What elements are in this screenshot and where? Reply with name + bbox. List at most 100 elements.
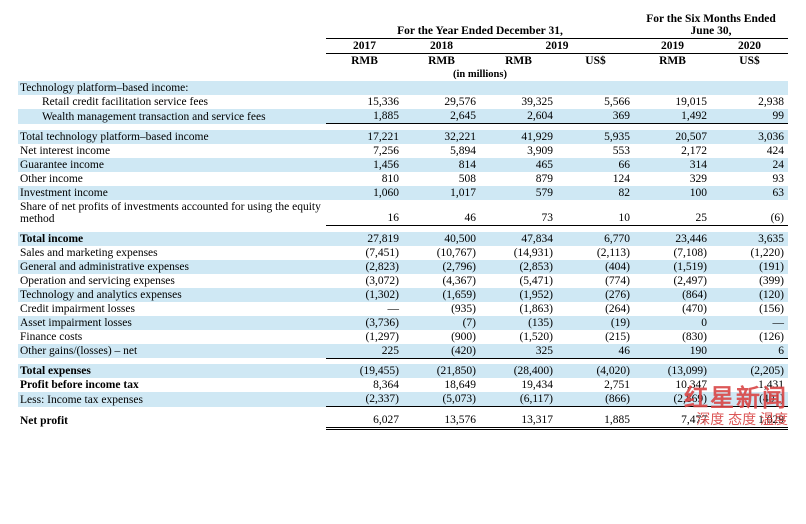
table-row: Finance costs(1,297)(900)(1,520)(215)(83…	[18, 330, 788, 344]
cell-value: (7,108)	[634, 246, 711, 260]
row-label: Finance costs	[18, 330, 326, 344]
cell-value: (264)	[557, 302, 634, 316]
cell-value: 25	[634, 200, 711, 226]
cell-value: 6,027	[326, 413, 403, 429]
table-row: Net profit6,02713,57613,3171,8857,4771,0…	[18, 413, 788, 429]
financial-table: For the Year Ended December 31, For the …	[18, 12, 788, 430]
cell-value: (2,853)	[480, 260, 557, 274]
cell-value: 7,477	[634, 413, 711, 429]
cell-value: (864)	[634, 288, 711, 302]
cell-value: (401)	[711, 392, 788, 407]
table-row: Profit before income tax8,36418,64919,43…	[18, 378, 788, 392]
cell-value: 17,221	[326, 130, 403, 144]
cell-value: 1,017	[403, 186, 480, 200]
cell-value: 27,819	[326, 232, 403, 246]
cell-value: 41,929	[480, 130, 557, 144]
row-label: Technology and analytics expenses	[18, 288, 326, 302]
cell-value: 5,894	[403, 144, 480, 158]
cell-value: —	[711, 316, 788, 330]
table-row: Technology and analytics expenses(1,302)…	[18, 288, 788, 302]
cell-value: (10,767)	[403, 246, 480, 260]
unit-rmb: RMB	[326, 54, 403, 69]
cell-value: (2,869)	[634, 392, 711, 407]
cell-value: (126)	[711, 330, 788, 344]
cell-value: (7)	[403, 316, 480, 330]
row-label: Total income	[18, 232, 326, 246]
cell-value: 2,938	[711, 95, 788, 109]
header-sixmonth-span: For the Six Months Ended June 30,	[634, 12, 788, 39]
cell-value: (1,863)	[480, 302, 557, 316]
cell-value: 10	[557, 200, 634, 226]
row-label: Share of net profits of investments acco…	[18, 200, 326, 226]
cell-value: 46	[403, 200, 480, 226]
cell-value: 2,751	[557, 378, 634, 392]
cell-value: (7,451)	[326, 246, 403, 260]
table-row: Guarantee income1,4568144656631424	[18, 158, 788, 172]
row-label: Sales and marketing expenses	[18, 246, 326, 260]
cell-value: (420)	[403, 344, 480, 359]
table-header: For the Year Ended December 31, For the …	[18, 12, 788, 81]
table-row: Other income81050887912432993	[18, 172, 788, 186]
row-label: Total technology platform–based income	[18, 130, 326, 144]
cell-value: 2,604	[480, 109, 557, 124]
row-label: Less: Income tax expenses	[18, 392, 326, 407]
row-label: Retail credit facilitation service fees	[18, 95, 326, 109]
cell-value: 1,456	[326, 158, 403, 172]
cell-value: (19)	[557, 316, 634, 330]
cell-value: 6,770	[557, 232, 634, 246]
cell-value: 82	[557, 186, 634, 200]
table-row: Technology platform–based income:	[18, 81, 788, 95]
cell-value: (900)	[403, 330, 480, 344]
unit-rmb: RMB	[480, 54, 557, 69]
table-row: Sales and marketing expenses(7,451)(10,7…	[18, 246, 788, 260]
cell-value: 10,347	[634, 378, 711, 392]
row-label: General and administrative expenses	[18, 260, 326, 274]
row-label: Wealth management transaction and servic…	[18, 109, 326, 124]
cell-value: (215)	[557, 330, 634, 344]
cell-value: 6	[711, 344, 788, 359]
cell-value: 1,885	[326, 109, 403, 124]
cell-value: 73	[480, 200, 557, 226]
table-row: General and administrative expenses(2,82…	[18, 260, 788, 274]
cell-value: 99	[711, 109, 788, 124]
cell-value: 329	[634, 172, 711, 186]
table-row: Asset impairment losses(3,736)(7)(135)(1…	[18, 316, 788, 330]
unit-usd: US$	[711, 54, 788, 69]
cell-value: 7,256	[326, 144, 403, 158]
cell-value: (2,796)	[403, 260, 480, 274]
row-label: Other income	[18, 172, 326, 186]
cell-value: 100	[634, 186, 711, 200]
row-label: Investment income	[18, 186, 326, 200]
cell-value: 465	[480, 158, 557, 172]
cell-value: 32,221	[403, 130, 480, 144]
table-row: Total expenses(19,455)(21,850)(28,400)(4…	[18, 364, 788, 378]
cell-value: 40,500	[403, 232, 480, 246]
cell-value: (14,931)	[480, 246, 557, 260]
cell-value: 3,909	[480, 144, 557, 158]
cell-value: 23,446	[634, 232, 711, 246]
cell-value: (1,520)	[480, 330, 557, 344]
cell-value: 18,649	[403, 378, 480, 392]
table-row: Total technology platform–based income17…	[18, 130, 788, 144]
header-year-2019: 2019	[480, 39, 634, 54]
cell-value: (2,337)	[326, 392, 403, 407]
cell-value: (2,113)	[557, 246, 634, 260]
cell-value: 424	[711, 144, 788, 158]
cell-value: 3,635	[711, 232, 788, 246]
cell-value: (2,823)	[326, 260, 403, 274]
row-label: Profit before income tax	[18, 378, 326, 392]
table-row: Operation and servicing expenses(3,072)(…	[18, 274, 788, 288]
cell-value: 46	[557, 344, 634, 359]
cell-value: (1,519)	[634, 260, 711, 274]
cell-value: 124	[557, 172, 634, 186]
cell-value: (5,073)	[403, 392, 480, 407]
cell-value: 1,431	[711, 378, 788, 392]
cell-value: (399)	[711, 274, 788, 288]
table-row: Less: Income tax expenses(2,337)(5,073)(…	[18, 392, 788, 407]
cell-value: 15,336	[326, 95, 403, 109]
cell-value: (6,117)	[480, 392, 557, 407]
cell-value: (135)	[480, 316, 557, 330]
cell-value: (830)	[634, 330, 711, 344]
unit-usd: US$	[557, 54, 634, 69]
table-row: Total income27,81940,50047,8346,77023,44…	[18, 232, 788, 246]
